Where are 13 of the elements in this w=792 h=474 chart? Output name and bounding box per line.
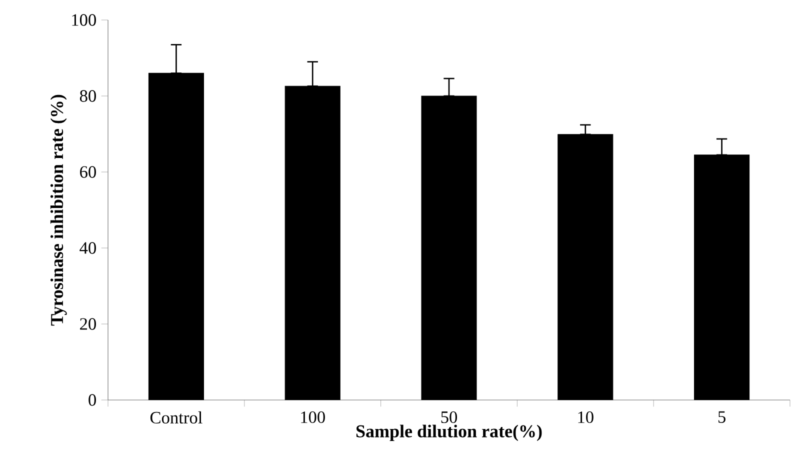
y-tick-label: 80 — [80, 90, 96, 102]
y-tick-label: 100 — [72, 14, 96, 26]
x-tick-label: 50 — [441, 411, 458, 424]
y-tick-label: 0 — [88, 394, 96, 406]
x-tick-label: Control — [150, 411, 202, 424]
y-tick-label: 60 — [80, 166, 96, 178]
x-tick-label: 10 — [578, 411, 594, 424]
x-tick-label: 100 — [301, 411, 325, 424]
y-tick-label: 20 — [80, 318, 96, 330]
y-axis-title: Tyrosinase inhibition rate (%) — [50, 94, 67, 326]
y-tick-label: 40 — [80, 242, 96, 254]
x-tick-label: 5 — [718, 411, 726, 423]
x-axis-title: Sample dilution rate(%) — [356, 424, 542, 442]
